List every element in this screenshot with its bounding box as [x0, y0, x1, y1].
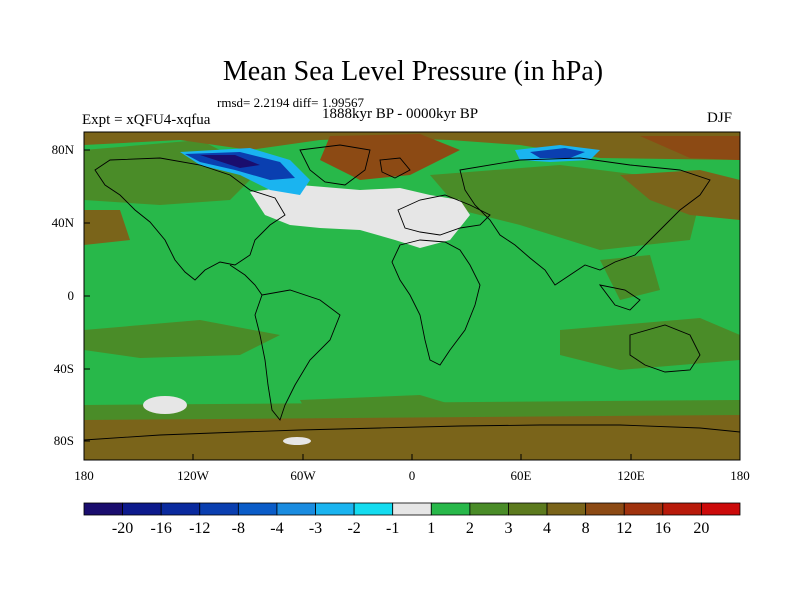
colorbar-label: 16: [654, 520, 671, 537]
stats-text: rmsd= 2.2194 diff= 1.99567: [217, 95, 364, 110]
lat-tick-80n: 80N: [51, 142, 74, 157]
lon-tick-60w: 60W: [290, 468, 316, 483]
colorbar-box: [237, 502, 278, 516]
colorbar-label: -2: [347, 520, 361, 537]
coastlines: [84, 144, 740, 441]
colorbar-label: 3: [504, 520, 513, 537]
colorbar-label: 4: [543, 520, 552, 537]
lat-tick-40s: 40S: [53, 361, 74, 376]
colorbar-label: -8: [231, 520, 245, 537]
colorbar-box: [315, 502, 355, 516]
experiment-label: Expt = xQFU4-xqfua: [82, 112, 211, 128]
anomaly-negative-regions: [180, 145, 600, 195]
colorbar-box: [623, 502, 664, 516]
colorbar: [83, 502, 741, 516]
lon-tick-120e: 120E: [617, 468, 645, 483]
lon-tick-180-right: 180: [730, 468, 750, 483]
map-title: Mean Sea Level Pressure (in hPa): [222, 56, 604, 87]
colorbar-box: [276, 502, 316, 516]
colorbar-box: [701, 502, 741, 516]
lat-tick-80s: 80S: [53, 433, 74, 448]
colorbar-box: [546, 502, 587, 516]
colorbar-label: -3: [308, 520, 323, 537]
colorbar-box: [392, 502, 432, 516]
lat-tick-0: 0: [67, 288, 75, 303]
lon-tick-180-left: 180: [74, 468, 94, 483]
season-label: DJF: [707, 110, 733, 126]
anomaly-8-12-regions: [320, 134, 740, 180]
axis-ticks: [84, 149, 632, 460]
colorbar-box: [160, 502, 201, 516]
colorbar-label: 2: [465, 520, 474, 537]
colorbar-box: [662, 502, 702, 516]
colorbar-box: [585, 502, 625, 516]
colorbar-box: [430, 502, 471, 516]
colorbar-box: [83, 502, 123, 516]
lon-tick-120w: 120W: [177, 468, 209, 483]
colorbar-label: 20: [693, 520, 710, 537]
colorbar-label: -1: [386, 520, 400, 537]
colorbar-label: 1: [427, 520, 436, 537]
lon-tick-0: 0: [408, 468, 416, 483]
colorbar-box: [469, 502, 509, 516]
anomaly-neutral-regions: [143, 185, 470, 445]
lon-tick-60e: 60E: [510, 468, 532, 483]
colorbar-label: -12: [189, 520, 211, 537]
colorbar-label: 8: [581, 520, 590, 537]
colorbar-label: -4: [270, 520, 284, 537]
colorbar-box: [199, 502, 239, 516]
colorbar-label: -16: [150, 520, 172, 537]
colorbar-box: [353, 502, 394, 516]
colorbar-label: -20: [111, 520, 134, 537]
colorbar-label: 12: [616, 520, 633, 537]
lat-tick-40n: 40N: [51, 215, 74, 230]
colorbar-box: [508, 502, 548, 516]
colorbar-box: [122, 502, 162, 516]
period-text: 1888kyr BP - 0000kyr BP: [322, 106, 479, 122]
